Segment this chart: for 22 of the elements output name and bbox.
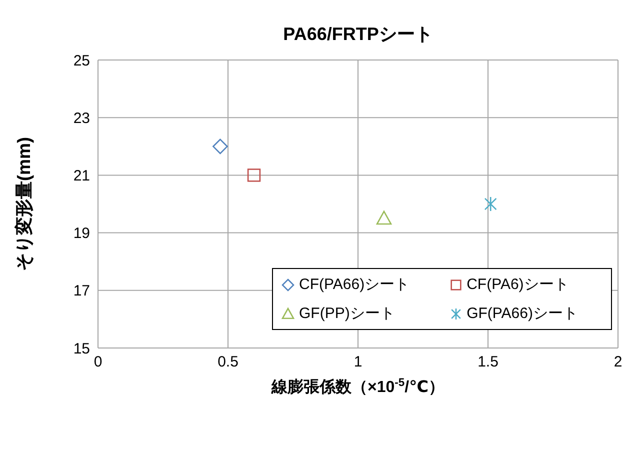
- y-axis-title: そり変形量(mm): [14, 136, 34, 271]
- x-axis-title: 線膨張係数（×10$^{-5}$/℃）: [270, 377, 444, 396]
- x-tick-label: 2: [614, 354, 622, 371]
- y-tick-label: 21: [73, 168, 90, 185]
- legend-label: CF(PA66)シート: [299, 275, 410, 294]
- y-tick-label: 25: [73, 52, 90, 70]
- legend-label: GF(PP)シート: [299, 304, 395, 323]
- x-tick-label: 0: [94, 354, 102, 371]
- point: [484, 196, 497, 212]
- chart-title: PA66/FRTPシート: [283, 24, 433, 44]
- x-tick-label: 0.5: [218, 354, 238, 371]
- point: [376, 210, 392, 225]
- point: [212, 138, 228, 154]
- y-tick-label: 23: [73, 110, 90, 127]
- x-tick-label: 1: [354, 354, 362, 371]
- legend-label: GF(PA66)シート: [466, 304, 578, 323]
- legend-label: CF(PA6)シート: [466, 275, 569, 294]
- y-tick-label: 19: [73, 225, 90, 242]
- y-tick-label: 17: [73, 282, 90, 300]
- y-tick-label: 15: [73, 340, 90, 358]
- point: [247, 168, 261, 182]
- x-tick-label: 1.5: [478, 354, 498, 371]
